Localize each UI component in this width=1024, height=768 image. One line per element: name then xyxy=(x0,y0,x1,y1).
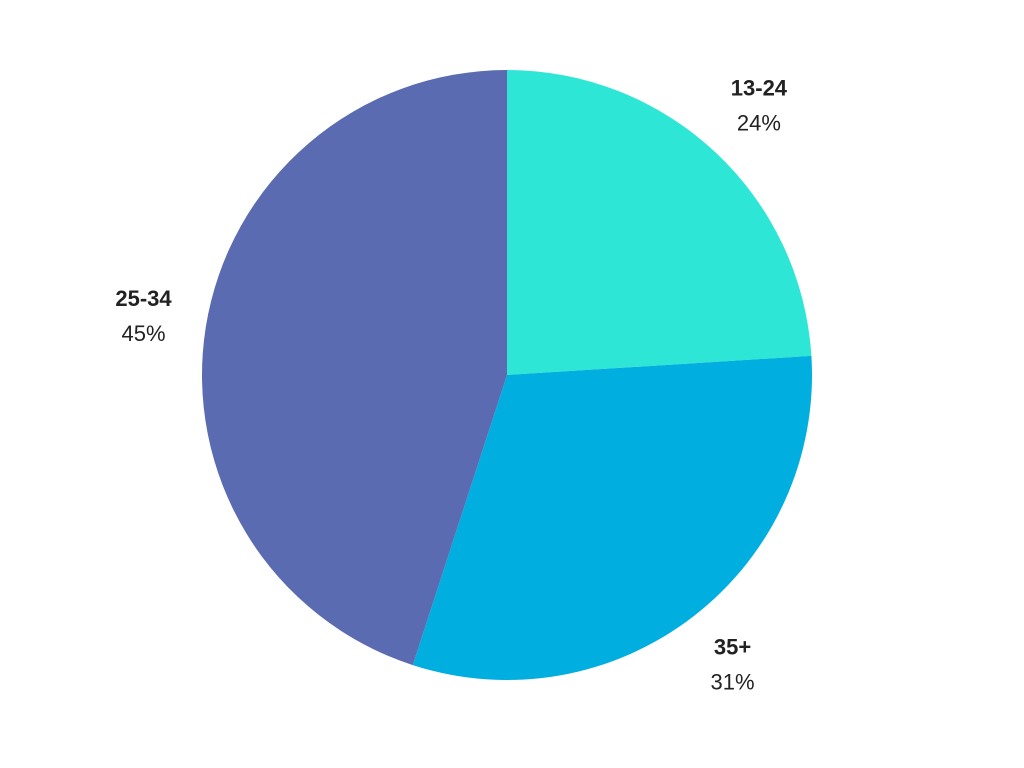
pie-slice xyxy=(507,70,812,375)
slice-label: 25-34 xyxy=(115,286,172,311)
slice-value-label: 24% xyxy=(737,111,781,136)
slice-value-label: 45% xyxy=(122,321,166,346)
pie-slice xyxy=(201,70,508,666)
slice-label: 13-24 xyxy=(731,76,788,101)
slice-value-label: 31% xyxy=(711,670,755,695)
slice-label: 35+ xyxy=(714,635,751,660)
pie-slice xyxy=(412,355,812,681)
